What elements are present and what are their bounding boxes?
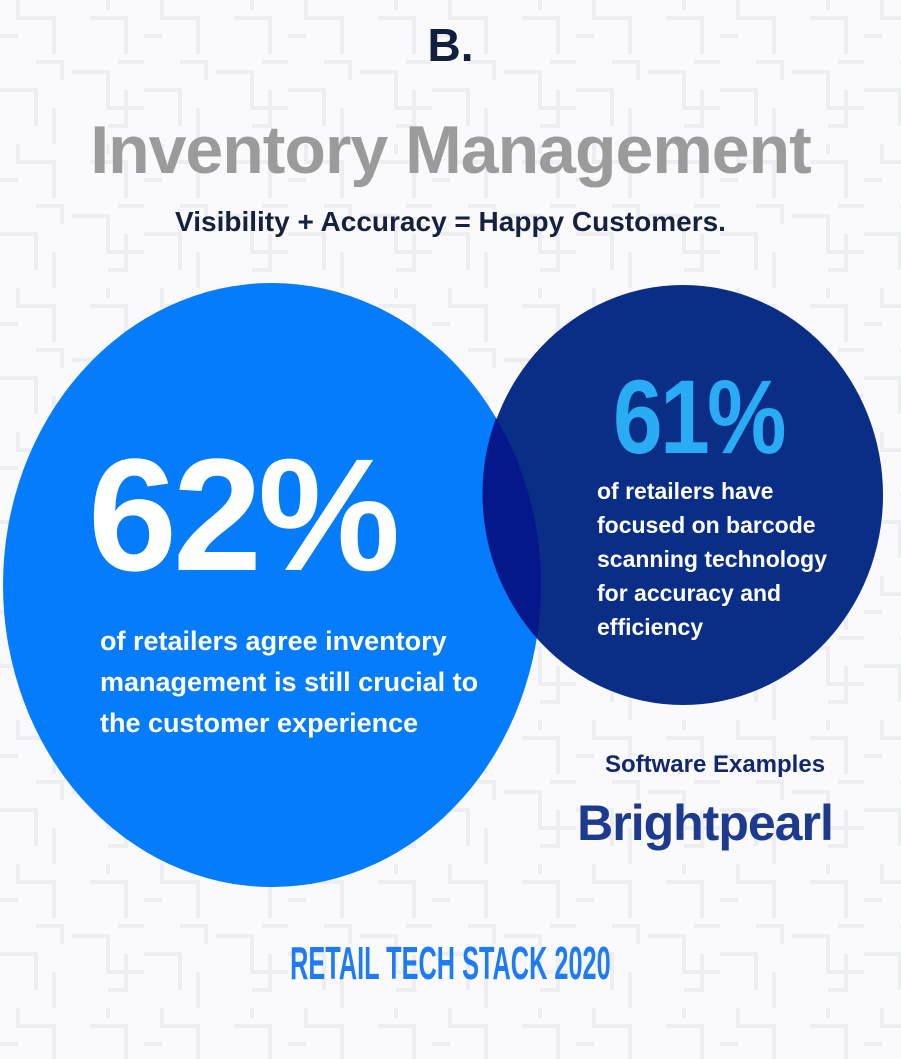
left-circle bbox=[3, 283, 541, 887]
footer-title-text: RETAIL TECH STACK 2020 bbox=[290, 937, 611, 989]
stat-left-value: 62% bbox=[88, 425, 400, 604]
stat-right-value-text: 61% bbox=[613, 359, 787, 476]
right-circle bbox=[483, 285, 883, 705]
software-examples-label: Software Examples bbox=[604, 751, 826, 778]
circles-overlap bbox=[482, 418, 542, 638]
page-subtitle: Visibility + Accuracy = Happy Customers. bbox=[175, 206, 726, 237]
footer-title: RETAIL TECH STACK 2020 bbox=[0, 937, 901, 989]
stat-right-value: 61% bbox=[613, 365, 814, 470]
page-title: Inventory Management bbox=[90, 112, 812, 188]
brand-logo: B. bbox=[427, 19, 474, 71]
vendor-logo: Brightpearl bbox=[577, 795, 834, 851]
stat-right-description: of retailers have focused on barcode sca… bbox=[597, 478, 828, 640]
stat-left-description: of retailers agree inventory management … bbox=[100, 626, 479, 738]
